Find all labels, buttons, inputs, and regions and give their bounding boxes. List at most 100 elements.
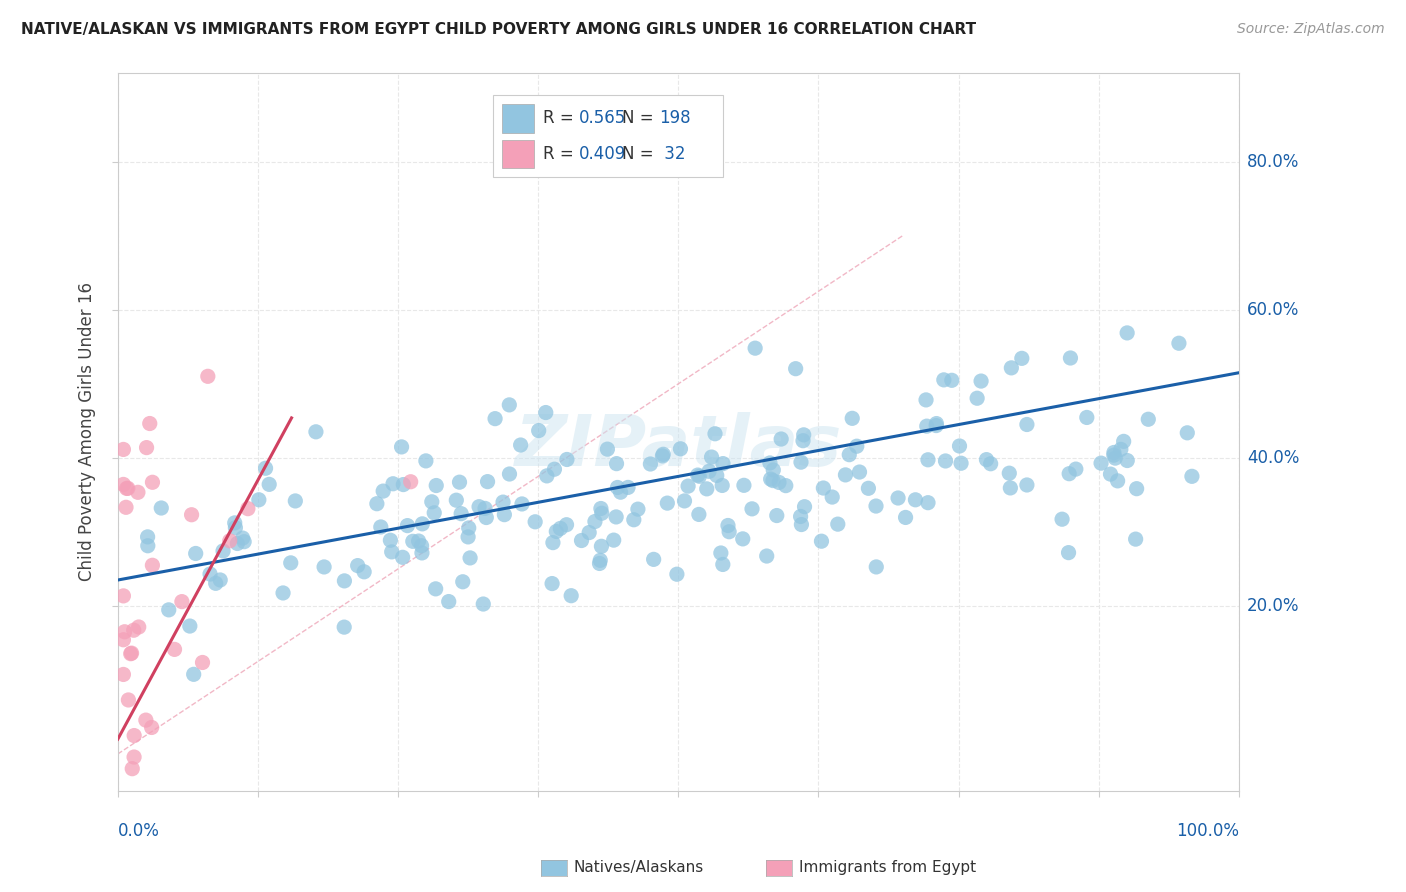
Point — [1015, 417, 1038, 432]
Point — [643, 552, 665, 566]
Point — [998, 466, 1021, 480]
Point — [112, 667, 135, 681]
Point — [391, 440, 413, 454]
Point — [676, 479, 699, 493]
Point — [232, 531, 254, 545]
Point — [198, 567, 221, 582]
Point — [810, 534, 832, 549]
Point — [112, 589, 135, 603]
Point — [673, 494, 696, 508]
Point — [380, 533, 402, 548]
Point — [555, 452, 578, 467]
FancyBboxPatch shape — [502, 140, 534, 169]
Point — [543, 462, 565, 476]
Point — [446, 493, 468, 508]
Point — [423, 506, 446, 520]
Text: 100.0%: 100.0% — [1175, 822, 1239, 839]
Point — [591, 506, 613, 520]
Point — [1059, 351, 1081, 365]
Point — [141, 475, 163, 490]
Y-axis label: Child Poverty Among Girls Under 16: Child Poverty Among Girls Under 16 — [79, 283, 96, 582]
Point — [494, 508, 516, 522]
Point — [894, 510, 917, 524]
Point — [768, 475, 790, 490]
Point — [858, 481, 880, 495]
Point — [536, 468, 558, 483]
Point — [1112, 434, 1135, 449]
Point — [271, 586, 294, 600]
Point — [122, 729, 145, 743]
Point — [163, 642, 186, 657]
Point — [127, 485, 149, 500]
Point — [411, 539, 433, 553]
Text: Immigrants from Egypt: Immigrants from Egypt — [799, 861, 976, 875]
Point — [609, 485, 631, 500]
Point — [640, 457, 662, 471]
Point — [254, 461, 277, 475]
Point — [966, 391, 988, 405]
Point — [711, 478, 734, 492]
Point — [904, 492, 927, 507]
Point — [472, 597, 495, 611]
Point — [437, 594, 460, 608]
Point — [865, 560, 887, 574]
Point — [402, 534, 425, 549]
Point — [755, 549, 778, 563]
Point — [1099, 467, 1122, 482]
Point — [474, 501, 496, 516]
Point — [762, 463, 785, 477]
Point — [117, 481, 139, 495]
Point — [688, 469, 710, 483]
Point — [170, 594, 193, 608]
Text: 60.0%: 60.0% — [1247, 301, 1299, 318]
Point — [744, 341, 766, 355]
Point — [314, 560, 336, 574]
Point — [1109, 442, 1132, 457]
Point — [686, 468, 709, 483]
Point — [128, 620, 150, 634]
Point — [711, 558, 734, 572]
Text: 32: 32 — [659, 145, 686, 163]
FancyBboxPatch shape — [494, 95, 723, 178]
Point — [1000, 481, 1022, 495]
Point — [605, 510, 627, 524]
Point — [218, 533, 240, 548]
Point — [775, 478, 797, 492]
Point — [589, 553, 612, 567]
Point — [555, 517, 578, 532]
Point — [602, 533, 624, 548]
Point — [541, 576, 564, 591]
Point — [477, 475, 499, 489]
Point — [224, 521, 246, 535]
Point — [115, 500, 138, 515]
Point — [606, 480, 628, 494]
Point — [425, 478, 447, 492]
Point — [1104, 451, 1126, 466]
Point — [589, 501, 612, 516]
Point — [541, 535, 564, 549]
Point — [498, 398, 520, 412]
Point — [1011, 351, 1033, 366]
Text: 0.565: 0.565 — [578, 109, 626, 128]
Point — [1116, 326, 1139, 340]
Point — [141, 721, 163, 735]
Point — [980, 457, 1002, 471]
Point — [1125, 532, 1147, 546]
Point — [183, 667, 205, 681]
Point — [1167, 336, 1189, 351]
Point — [941, 373, 963, 387]
Point — [257, 477, 280, 491]
Point — [1076, 410, 1098, 425]
Point — [135, 441, 157, 455]
Point — [915, 419, 938, 434]
Point — [970, 374, 993, 388]
Point — [333, 620, 356, 634]
Point — [280, 556, 302, 570]
Point — [1107, 474, 1129, 488]
FancyBboxPatch shape — [502, 103, 534, 133]
Point — [759, 472, 782, 486]
Point — [157, 603, 180, 617]
Point — [550, 521, 572, 535]
Point — [733, 478, 755, 492]
Point — [117, 693, 139, 707]
